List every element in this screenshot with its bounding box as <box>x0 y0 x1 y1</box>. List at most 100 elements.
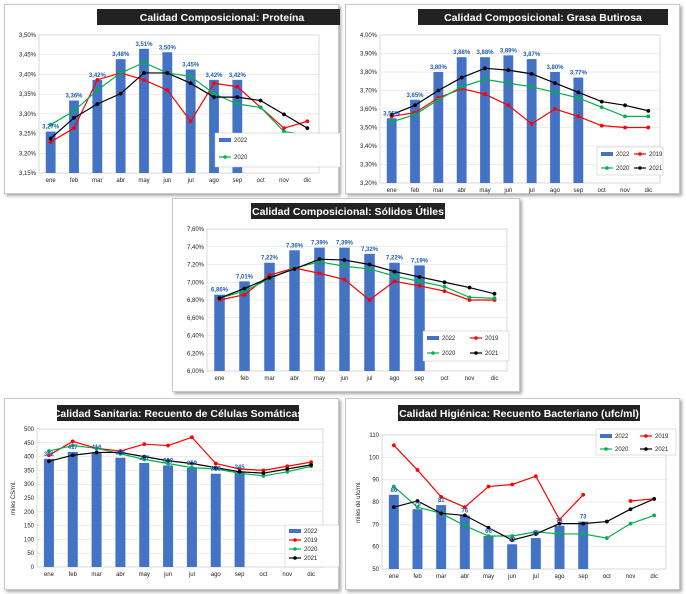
point-2019 <box>462 505 467 510</box>
legend-marker-2021 <box>638 166 642 170</box>
point-2021 <box>258 98 263 103</box>
legend-label-2022: 2022 <box>616 152 630 158</box>
line-2020 <box>393 486 655 539</box>
bar-2022 <box>483 536 494 569</box>
chart-title: Calidad Composicional: Proteína <box>140 12 305 24</box>
point-2019 <box>242 292 247 297</box>
line-2020 <box>219 261 495 299</box>
point-2021 <box>646 108 651 113</box>
point-2019 <box>188 119 193 124</box>
line-2019 <box>219 267 495 301</box>
point-2019 <box>599 123 604 128</box>
data-label: 392 <box>44 452 55 458</box>
data-label: 7,32% <box>361 247 379 253</box>
legend-label-2020: 2020 <box>442 351 456 357</box>
point-2019 <box>415 468 420 472</box>
x-tick-label: dic <box>303 178 311 184</box>
chart-title: Calidad Sanitaria: Recuento de Células S… <box>53 408 303 420</box>
point-2019 <box>581 492 586 497</box>
point-2021 <box>305 126 310 131</box>
point-2021 <box>342 258 347 262</box>
data-label: 3,80% <box>430 65 448 71</box>
legend-label-2019: 2019 <box>649 152 663 158</box>
y-tick-label: 3,20% <box>360 181 378 187</box>
bar-2022 <box>436 505 447 569</box>
point-2019 <box>285 464 290 469</box>
x-tick-label: jun <box>163 572 172 578</box>
point-2019 <box>70 439 75 444</box>
point-2020 <box>142 60 146 65</box>
bar-2022 <box>234 471 245 567</box>
point-2020 <box>188 74 193 79</box>
bar-2022 <box>115 59 126 173</box>
legend-swatch-2022 <box>601 152 613 156</box>
data-label: 3,87% <box>523 52 541 58</box>
bar-2022 <box>530 538 541 569</box>
x-tick-label: ene <box>389 574 400 580</box>
data-label: 65 <box>532 531 539 537</box>
point-2020 <box>599 105 604 110</box>
point-2019 <box>317 271 322 276</box>
point-2020 <box>342 264 347 269</box>
chart-svg-proteina: Calidad Composicional: Proteína 3,15% 3,20… <box>19 9 340 184</box>
point-2019 <box>165 88 170 93</box>
point-2020 <box>417 279 422 284</box>
point-2020 <box>235 102 240 106</box>
y-tick-label: 3,50% <box>360 126 378 132</box>
data-label: 345 <box>235 465 246 471</box>
y-tick-label: 300 <box>24 482 35 488</box>
bar-2022 <box>573 77 584 183</box>
x-tick-label: dic <box>307 572 315 578</box>
point-2019 <box>305 119 310 124</box>
data-label: 3,27% <box>42 125 60 131</box>
bar-2022 <box>578 521 589 569</box>
y-tick-label: 7,20% <box>187 263 205 269</box>
point-2019 <box>646 125 651 130</box>
x-tick-label: ago <box>389 376 400 382</box>
point-2021 <box>529 71 534 76</box>
data-label: 7,22% <box>386 256 404 262</box>
data-label: 396 <box>115 451 126 457</box>
x-tick-label: oct <box>440 376 448 382</box>
chart-title-box <box>97 9 340 25</box>
x-tick-label: mar <box>91 572 101 578</box>
point-2020 <box>142 457 147 462</box>
bar-2022 <box>210 473 221 567</box>
legend-marker-2020 <box>223 155 227 159</box>
point-2020 <box>576 96 581 100</box>
bar-2022 <box>69 100 79 173</box>
point-2019 <box>72 126 76 131</box>
legend-box <box>214 132 340 168</box>
bar-2022 <box>410 99 420 183</box>
bar-2022 <box>388 494 399 569</box>
data-label: 377 <box>139 456 150 462</box>
bar-2022 <box>507 544 518 569</box>
data-label: 3,89% <box>500 48 518 54</box>
legend-label-2019: 2019 <box>655 434 669 440</box>
point-2021 <box>483 66 487 71</box>
y-tick-label: 3,45% <box>19 53 37 59</box>
x-tick-label: nov <box>282 572 292 578</box>
x-tick-label: jun <box>507 574 516 580</box>
y-tick-label: 110 <box>369 433 379 439</box>
y-tick-label: 3,60% <box>360 107 378 113</box>
bar-2022 <box>364 253 375 371</box>
legend-label-2022: 2022 <box>442 336 456 342</box>
legend-label-2021: 2021 <box>649 166 663 172</box>
point-2021 <box>142 454 147 459</box>
point-2021 <box>557 521 562 526</box>
data-label: 3,55% <box>383 111 401 117</box>
point-2021 <box>267 275 272 280</box>
point-2020 <box>462 523 467 528</box>
y-tick-label: 7,00% <box>187 280 205 286</box>
x-tick-label: jun <box>162 178 171 184</box>
bar-2022 <box>115 457 126 567</box>
bar-2022 <box>456 57 467 184</box>
point-2019 <box>213 461 218 466</box>
point-2019 <box>506 103 511 108</box>
x-tick-label: jun <box>503 188 512 194</box>
legend-swatch-2022 <box>289 529 301 533</box>
x-tick-label: abr <box>457 188 466 194</box>
legend-label-2020: 2020 <box>615 447 629 453</box>
bar-2022 <box>91 452 102 567</box>
